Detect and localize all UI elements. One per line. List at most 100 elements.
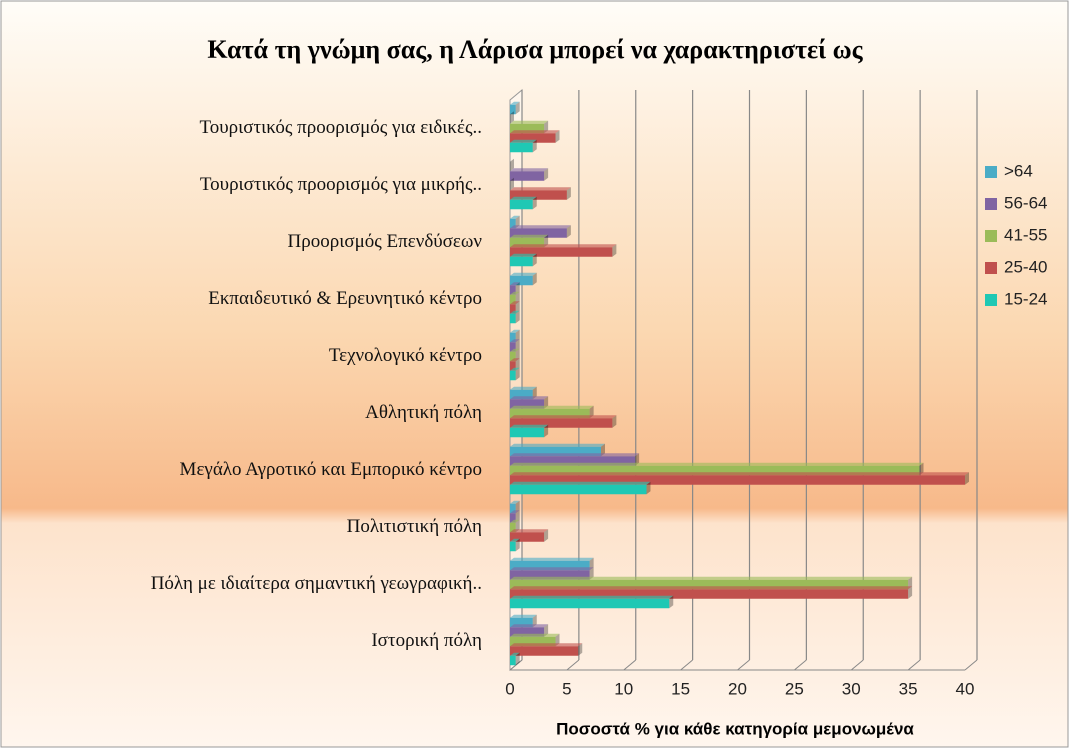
bar-top	[510, 196, 537, 200]
legend-swatch	[985, 166, 997, 178]
bar	[510, 579, 909, 590]
bar	[510, 275, 533, 286]
bar	[510, 399, 545, 409]
bar-top	[510, 576, 913, 580]
bar	[510, 237, 545, 248]
bar	[510, 598, 670, 609]
bar-top	[510, 291, 520, 295]
legend-swatch	[985, 230, 997, 242]
bar	[510, 256, 533, 267]
y-tick-label: Προορισμός Επενδύσεων	[288, 231, 483, 252]
bar-end	[532, 253, 537, 267]
bar-end	[544, 396, 549, 409]
y-tick-label: Τεχνολογικό κέντρο	[329, 345, 482, 366]
bar-top	[510, 424, 549, 428]
bar-end	[510, 111, 514, 124]
bar-end	[515, 282, 520, 295]
y-tick-label: Μεγάλο Αγροτικό και Εμπορικό κέντρο	[180, 459, 482, 480]
bar-top	[510, 519, 520, 523]
bar-end	[510, 177, 514, 191]
x-tick-label: 35	[899, 679, 918, 698]
x-tick-label: 15	[671, 679, 690, 698]
bar	[510, 294, 516, 305]
bar-top	[510, 633, 560, 637]
bar-top	[510, 567, 594, 571]
x-tick-label: 5	[562, 679, 571, 698]
bar-end	[515, 348, 520, 362]
bar-end	[578, 643, 583, 656]
bar-end	[544, 529, 549, 542]
bar-top	[510, 396, 549, 400]
bar-end	[612, 244, 617, 257]
bar	[510, 627, 545, 637]
bar-top	[510, 339, 520, 343]
bar-end	[965, 472, 969, 485]
bar-top	[510, 529, 549, 533]
legend-label: 15-24	[1004, 289, 1047, 308]
tick-mark	[623, 659, 637, 671]
bar-top	[510, 595, 674, 599]
bar-top	[510, 462, 924, 466]
bar	[510, 389, 533, 400]
bar-top	[510, 643, 583, 647]
bar-top	[510, 624, 549, 628]
bar	[510, 541, 516, 552]
bar-top	[510, 586, 913, 590]
bar-top	[510, 310, 520, 314]
bar-top	[510, 367, 520, 371]
bar-top	[510, 301, 520, 305]
bar	[510, 370, 516, 381]
bar-top	[510, 472, 969, 476]
bar-end	[555, 130, 560, 143]
bar	[510, 247, 613, 257]
tick-mark	[907, 659, 921, 671]
legend-label: 25-40	[1004, 257, 1047, 276]
bar-end	[544, 120, 549, 134]
bar	[510, 332, 516, 343]
bar-top	[510, 415, 617, 419]
bar-top	[510, 481, 651, 485]
bar-top	[510, 187, 571, 191]
bar	[510, 655, 516, 666]
bar-top	[510, 282, 520, 286]
chart-title: Κατά τη γνώμη σας, η Λάρισα μπορεί να χα…	[207, 35, 863, 64]
bar-top	[510, 225, 571, 229]
bar	[510, 418, 613, 428]
bar-top	[510, 120, 549, 124]
bar	[510, 133, 556, 143]
bar-end	[515, 329, 520, 343]
bar-top	[510, 500, 520, 504]
bar	[510, 570, 590, 580]
bar-end	[646, 481, 651, 495]
bar	[510, 503, 516, 514]
bar-top	[510, 386, 537, 390]
y-tick-label: Τουριστικός προορισμός για ειδικές..	[199, 117, 482, 138]
tick-mark	[680, 659, 693, 671]
tick-mark	[794, 659, 807, 671]
bar-end	[515, 367, 520, 381]
bar	[510, 190, 567, 200]
bar-end	[566, 225, 571, 238]
tick-mark	[737, 659, 750, 671]
bar-end	[555, 633, 560, 647]
bar-top	[510, 139, 537, 143]
bar-top	[510, 453, 640, 457]
bar-end	[566, 187, 571, 200]
x-tick-label: 0	[505, 679, 514, 698]
y-tick-label: Εκπαιδευτικό & Ερευνητικό κέντρο	[208, 288, 482, 309]
bar-end	[515, 500, 520, 514]
bar-end	[515, 310, 520, 324]
bar-end	[515, 301, 520, 314]
bar	[510, 456, 636, 466]
bar-end	[544, 624, 549, 637]
bar-end	[669, 595, 674, 609]
bar-top	[510, 614, 537, 618]
legend-label: 56-64	[1004, 193, 1047, 212]
bar-end	[589, 405, 594, 419]
bar-end	[515, 291, 520, 305]
y-tick-label: Τουριστικός προορισμός για μικρής..	[200, 174, 482, 195]
bar	[510, 104, 516, 115]
bar-top	[510, 168, 549, 172]
bar-top	[510, 443, 605, 447]
